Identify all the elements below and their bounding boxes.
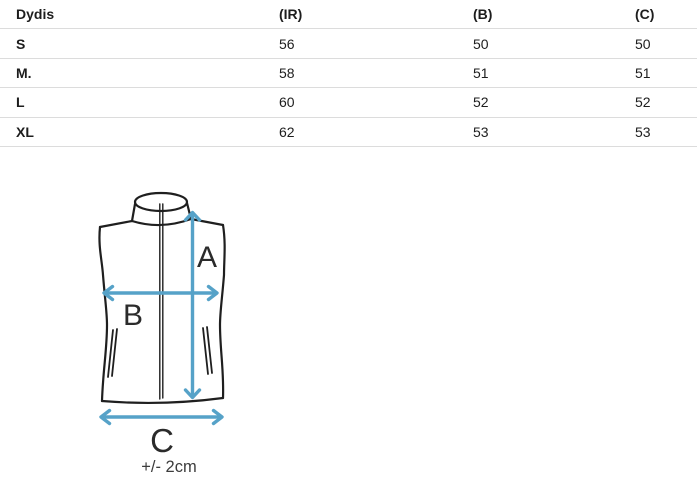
value-ir: 62 [279,123,295,140]
table-row-m: M. 58 51 51 [0,59,697,89]
value-ir: 56 [279,35,295,52]
arrow-c-horizontal [99,408,224,426]
label-c: C [150,422,174,459]
size-label: XL [16,123,34,140]
pocket-left [111,328,118,377]
value-c: 52 [635,94,651,111]
arrow-a-vertical [183,210,202,400]
header-cell-b: (B) [473,6,493,23]
table-row-l: L 60 52 52 [0,88,697,118]
size-label: S [16,35,26,52]
arrow-b-horizontal [102,284,219,302]
collar-left-edge [130,202,137,223]
size-table: Dydis (IR) (B) (C) S 56 50 50 M. 58 51 5… [0,0,697,147]
value-b: 51 [473,64,489,81]
value-ir: 58 [279,64,295,81]
value-c: 50 [635,35,651,52]
value-c: 53 [635,123,651,140]
value-ir: 60 [279,94,295,111]
side-left [98,225,109,403]
tolerance-note: +/- 2cm [141,458,196,476]
header-cell-ir: (IR) [279,6,303,23]
shoulder-left [98,219,134,229]
size-table-header-row: Dydis (IR) (B) (C) [0,0,697,30]
pocket-right [206,326,213,374]
value-b: 52 [473,94,489,111]
pocket-slits [107,326,213,378]
collar-neckline [130,217,193,227]
vest-outline-icon [98,191,226,405]
value-b: 53 [473,123,489,140]
vest-measurement-diagram: A B C +/- 2cm [98,191,226,476]
size-label: L [16,94,25,111]
pocket-left [107,329,114,378]
collar-rim [133,191,189,213]
table-row-xl: XL 62 53 53 [0,118,697,147]
size-label: M. [16,64,32,81]
header-cell-c: (C) [635,6,655,23]
pocket-right [202,327,209,375]
value-c: 51 [635,64,651,81]
header-cell-dydis: Dydis [16,6,55,23]
measurement-arrows [99,210,224,426]
hem [100,396,225,405]
table-row-s: S 56 50 50 [0,29,697,59]
label-b: B [123,299,143,332]
zipper-lines [159,203,164,400]
value-b: 50 [473,35,489,52]
label-a: A [197,241,217,274]
measurement-labels: A B C [123,241,217,459]
shoulder-right [189,217,225,227]
side-right [218,223,226,400]
